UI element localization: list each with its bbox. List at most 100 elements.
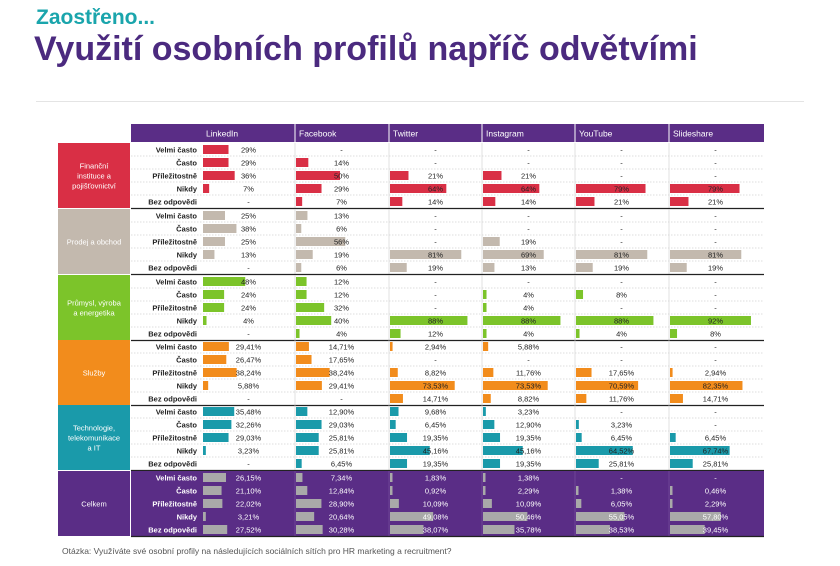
divider [36,101,804,102]
data-label: 24% [241,291,256,300]
data-bar [203,145,229,154]
data-label: 25,81% [703,460,729,469]
data-label: - [527,278,530,287]
data-label: 6,45% [611,434,633,443]
row-label: Často [176,159,197,168]
data-bar [296,446,319,455]
row-label: Velmi často [156,343,198,352]
data-bar [670,459,693,468]
data-bar [390,512,434,521]
data-label: - [714,172,717,181]
data-bar [483,250,544,259]
data-label: 73,53% [516,382,542,391]
data-label: 26,15% [236,474,262,483]
data-label: 2,29% [705,500,727,509]
data-label: 32,26% [236,421,262,430]
data-bar [296,329,300,338]
data-label: 40% [334,317,349,326]
row-label: Velmi často [156,146,198,155]
data-label: 12,90% [516,421,542,430]
data-bar [483,525,515,534]
data-bar [390,381,455,390]
data-label: 48% [241,278,256,287]
data-label: - [434,238,437,247]
data-bar [576,459,599,468]
data-label: 88% [521,317,536,326]
data-label: 25,81% [609,460,635,469]
data-bar [576,263,593,272]
data-label: 5,88% [238,382,260,391]
data-label: 17,65% [329,356,355,365]
data-bar [576,184,646,193]
data-bar [483,316,561,325]
group-label-block [58,143,130,208]
group-label-block [58,471,130,536]
data-label: 13% [334,212,349,221]
group-label: Celkem [81,500,106,509]
row-label: Často [176,225,197,234]
data-label: 13% [241,251,256,260]
data-bar [296,303,325,312]
data-bar [203,158,229,167]
data-bar [296,355,312,364]
row-label: Velmi často [156,212,198,221]
data-bar [296,316,332,325]
row-label: Bez odpovědi [148,330,197,339]
data-bar [296,211,308,220]
data-label: 7,34% [331,474,353,483]
data-bar [483,459,501,468]
data-bar [203,250,215,259]
data-label: 30,28% [329,526,355,535]
data-bar [390,394,403,403]
data-label: 3,23% [238,447,260,456]
data-label: 12,84% [329,487,355,496]
data-bar [483,499,492,508]
data-bar [576,420,579,429]
data-label: 25,81% [329,434,355,443]
data-bar [390,499,399,508]
data-label: 19% [334,251,349,260]
data-label: 11,76% [516,369,541,378]
data-label: 22,02% [236,500,262,509]
data-label: 3,21% [238,513,260,522]
row-label: Příležitostně [152,172,197,181]
row-label: Často [176,356,197,365]
data-bar [576,290,584,299]
group-label: Technologie, telekomunikace a IT [68,424,120,453]
data-bar [390,329,401,338]
data-bar [483,184,540,193]
data-bar [203,342,229,351]
group-label-block [58,209,130,274]
data-bar [576,433,582,442]
data-bar [203,184,210,193]
data-bar [296,342,309,351]
group-label: Služby [83,369,106,378]
data-label: 36% [241,172,256,181]
data-label: 12% [334,291,349,300]
row-label: Často [176,421,197,430]
data-bar [296,158,309,167]
data-bar [576,525,610,534]
data-label: 45,16% [423,447,449,456]
data-label: 12% [334,278,349,287]
data-bar [483,420,495,429]
data-label: 88% [428,317,443,326]
data-label: - [620,159,623,168]
data-bar [390,459,408,468]
data-label: 32% [334,304,349,313]
data-label: 29,03% [236,434,262,443]
data-bar [483,512,528,521]
row-label: Bez odpovědi [148,526,197,535]
data-label: 25,81% [329,447,355,456]
data-label: 73,53% [423,382,449,391]
data-bar [390,433,408,442]
data-bar [670,329,678,338]
data-label: - [714,238,717,247]
data-bar [670,197,689,206]
data-label: 6,45% [331,460,353,469]
data-label: 19,35% [516,460,542,469]
data-bar [203,303,225,312]
data-label: 11,76% [609,395,634,404]
data-bar [296,420,322,429]
data-label: - [714,474,717,483]
